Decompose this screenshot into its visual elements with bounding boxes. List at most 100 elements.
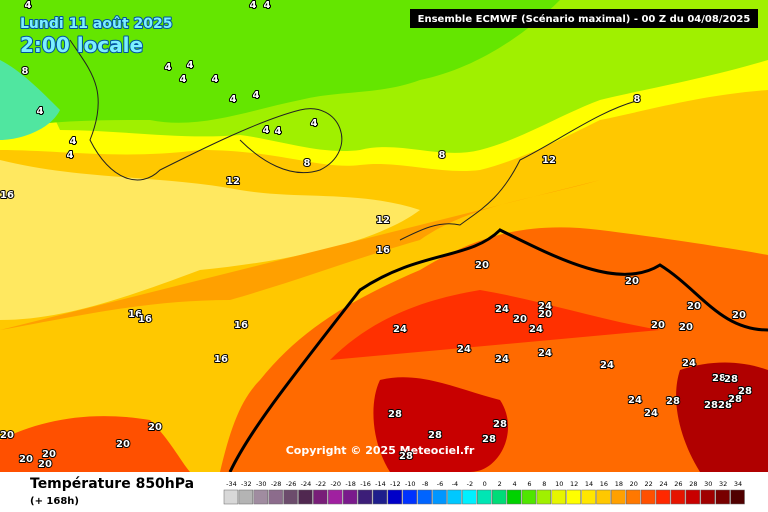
scale-swatch <box>715 489 730 505</box>
contour-label: 28 <box>724 374 738 385</box>
contour-label: 20 <box>148 422 162 433</box>
scale-label: -10 <box>405 480 416 488</box>
contour-label: 20 <box>116 439 130 450</box>
contour-label: 16 <box>214 354 228 365</box>
contour-label: 20 <box>651 320 665 331</box>
scale-swatch <box>372 489 388 505</box>
contour-label: 12 <box>376 215 390 226</box>
contour-label: 20 <box>513 314 527 325</box>
scale-swatch <box>640 489 656 505</box>
scale-label: 6 <box>527 480 531 488</box>
scale-label: 2 <box>498 480 502 488</box>
scale-label: -8 <box>422 480 428 488</box>
contour-label: 4 <box>264 0 271 11</box>
scale-swatch <box>402 489 417 505</box>
contour-label: 28 <box>718 400 732 411</box>
contour-label: 24 <box>457 344 471 355</box>
scale-swatch <box>491 489 507 505</box>
scale-label: -18 <box>345 480 356 488</box>
contour-label: 28 <box>428 430 442 441</box>
scale-swatch <box>536 489 552 505</box>
scale-label: -6 <box>437 480 443 488</box>
contour-label: 24 <box>538 301 552 312</box>
scale-swatch <box>477 489 492 505</box>
contour-label: 16 <box>128 309 142 320</box>
scale-swatch <box>611 489 626 505</box>
scale-swatch <box>417 489 432 505</box>
scale-swatch <box>313 489 328 505</box>
footer-lead: (+ 168h) <box>30 496 79 507</box>
contour-label: 28 <box>399 451 413 462</box>
model-box <box>410 9 758 28</box>
contour-label: 8 <box>634 94 641 105</box>
scale-label: -26 <box>286 480 297 488</box>
scale-label: -12 <box>390 480 401 488</box>
contour-label: 28 <box>712 373 726 384</box>
contour-label: 4 <box>180 74 187 85</box>
band-24 <box>330 290 660 360</box>
scale-swatch <box>283 489 298 505</box>
contour-label: 20 <box>538 309 552 320</box>
contour-label: 28 <box>493 419 507 430</box>
scale-swatch <box>328 489 343 505</box>
scale-swatch <box>700 489 715 505</box>
contour-label: 24 <box>538 348 552 359</box>
scale-swatch <box>730 489 745 505</box>
scale-label: -24 <box>301 480 312 488</box>
scale-label: -4 <box>452 480 458 488</box>
band-14 <box>0 160 420 320</box>
scale-label: 16 <box>600 480 608 488</box>
contour-label: 12 <box>542 155 556 166</box>
scale-swatch <box>581 489 596 505</box>
scale-swatch <box>268 489 283 505</box>
scale-label: -30 <box>256 480 267 488</box>
contour-label: 24 <box>644 408 658 419</box>
scale-label: -32 <box>241 480 252 488</box>
scale-label: -16 <box>360 480 371 488</box>
contour-label: 20 <box>0 430 14 441</box>
contour-label: 20 <box>732 310 746 321</box>
contour-label: 24 <box>529 324 543 335</box>
contour-label: 28 <box>482 434 496 445</box>
contour-label: 28 <box>666 396 680 407</box>
scale-label: 28 <box>689 480 697 488</box>
time-label: 2:00 locale <box>20 33 143 57</box>
scale-swatch <box>626 489 641 505</box>
scale-label: 34 <box>734 480 742 488</box>
contour-label: 16 <box>376 245 390 256</box>
scale-label: 20 <box>630 480 638 488</box>
scale-label: -20 <box>330 480 341 488</box>
contour-label: 16 <box>234 320 248 331</box>
scale-swatch <box>551 489 566 505</box>
scale-swatch <box>655 489 671 505</box>
scale-swatch <box>298 489 313 505</box>
footer-title: Température 850hPa <box>30 476 194 492</box>
contour-label: 16 <box>0 190 14 201</box>
map: Lundi 11 août 2025 2:00 locale Ensemble … <box>0 0 768 473</box>
scale-label: 22 <box>645 480 653 488</box>
scale-swatch <box>238 489 254 505</box>
contour-label: 16 <box>138 314 152 325</box>
scale-label: 30 <box>704 480 712 488</box>
band-28-east <box>676 362 768 472</box>
contour-20 <box>228 228 768 473</box>
model-label: Ensemble ECMWF (Scénario maximal) - 00 Z… <box>418 13 751 25</box>
band-4 <box>0 0 560 130</box>
coastline <box>69 39 641 241</box>
scale-swatch <box>670 489 686 505</box>
band-20 <box>220 227 768 472</box>
contour-label: 4 <box>165 62 172 73</box>
scale-label: 14 <box>585 480 593 488</box>
contour-label: 4 <box>275 126 282 137</box>
copyright: Copyright © 2025 Meteociel.fr <box>286 444 475 457</box>
contour-label: 4 <box>230 94 237 105</box>
date-label: Lundi 11 août 2025 <box>20 16 172 32</box>
contour-label: 20 <box>42 449 56 460</box>
contour-label: 4 <box>311 118 318 129</box>
scale-swatch <box>566 489 581 505</box>
scale-label: 8 <box>542 480 546 488</box>
scale-label: -2 <box>467 480 473 488</box>
contour-label: 4 <box>263 125 270 136</box>
